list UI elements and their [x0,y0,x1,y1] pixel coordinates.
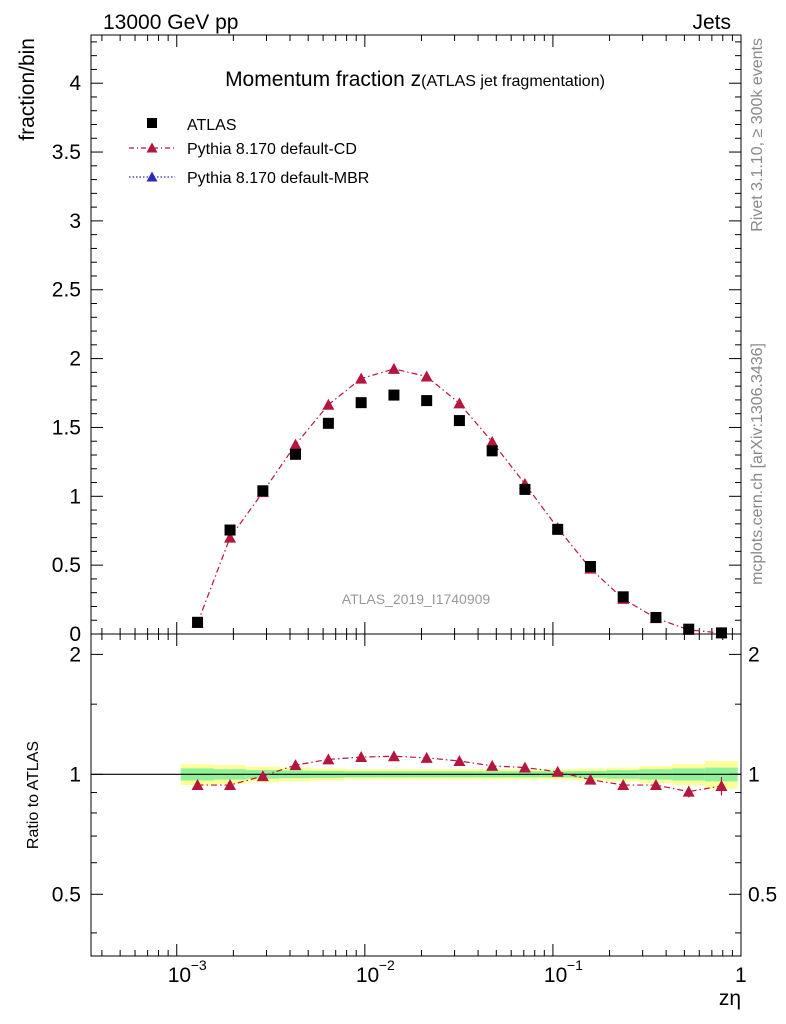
atlas-point [453,415,465,427]
ratio-cd-point [584,773,597,785]
ratio-cd-point [289,759,302,771]
atlas-point [192,616,204,628]
ratio-y-tick-label-right: 2 [748,643,760,666]
x-tick-label: 10 [544,964,567,987]
axes-frames [90,34,742,957]
y-axis-label-top: fraction/bin [16,38,39,141]
y-tick-label: 2.5 [52,279,81,302]
ratio-cd-point [617,779,630,791]
legend: ATLAS Pythia 8.170 default-CD Pythia 8.1… [129,117,369,187]
rivet-label: Rivet 3.1.10, ≥ 300k events [749,38,766,232]
y-tick-label: 3 [69,210,81,233]
atlas-point [355,397,367,409]
analysis-watermark: ATLAS_2019_I1740909 [342,591,491,607]
cd-point [224,531,237,543]
plot-title: Momentum fraction z(ATLAS jet fragmentat… [225,68,605,91]
atlas-point [290,448,302,460]
cd-point [322,398,335,410]
ratio-cd-point [256,770,269,782]
cd-point [387,362,400,374]
x-tick-label: 10 [356,964,379,987]
axis-ticks: 00.511.522.533.540.5 0.51 12 210 −3 10 −2 10 −1 1 [52,35,777,987]
ratio-cd-point [682,785,695,797]
atlas-point [683,623,695,635]
x-tick-exponent: −1 [567,957,583,973]
ratio-cd-point [518,761,531,773]
header-left: 13000 GeV pp [103,11,238,34]
ratio-cd-point [224,779,237,791]
x-tick-exponent: −3 [191,957,207,973]
y-tick-label: 0.5 [52,554,81,577]
atlas-point [584,561,596,573]
atlas-point [322,417,334,429]
x-axis-label: zη [719,987,741,1010]
atlas-point [552,523,564,535]
ratio-y-tick-label-left: 1 [69,763,81,786]
ratio-cd-point [420,751,433,763]
ratio-y-tick-label-right: 1 [748,763,760,786]
atlas-point [519,483,531,495]
y-axis-label-ratio: Ratio to ATLAS [25,741,42,849]
header-right: Jets [692,11,731,34]
legend-marker-mbr [146,171,158,182]
y-tick-label: 0 [69,623,81,646]
y-tick-label: 2 [69,348,81,371]
ratio-y-tick-label-left: 0.5 [52,883,81,906]
x-tick-label: 10 [168,964,191,987]
data-marks [191,362,728,798]
plot-title-main: Momentum fraction z [225,68,421,91]
ratio-cd-point [453,755,466,767]
atlas-point [257,485,269,497]
cd-point [355,372,368,384]
atlas-point [715,627,727,639]
ratio-cd-point [191,779,204,791]
cd-point [289,438,302,450]
ratio-cd-point [387,750,400,762]
atlas-point [617,591,629,603]
ratio-cd-point [551,765,564,777]
legend-marker-cd [146,142,158,153]
x-tick-label: 1 [735,964,747,987]
cd-point [453,397,466,409]
legend-label-mbr: Pythia 8.170 default-MBR [187,170,369,187]
x-tick-exponent: −2 [379,957,395,973]
cd-point [486,435,499,447]
atlas-point [421,395,433,407]
ratio-cd-point [486,759,499,771]
atlas-point [650,611,662,623]
ratio-cd-point [715,779,728,791]
mcplots-label: mcplots.cern.ch [arXiv:1306.3436] [749,343,766,585]
ratio-cd-point [322,753,335,765]
atlas-point [224,524,236,536]
y-tick-label: 3.5 [52,141,81,164]
atlas-point [486,445,498,457]
plot-title-sub: (ATLAS jet fragmentation) [421,73,605,90]
legend-label-atlas: ATLAS [187,117,237,134]
y-tick-label: 1 [69,485,81,508]
ratio-cd-point [649,779,662,791]
legend-label-cd: Pythia 8.170 default-CD [187,141,357,158]
legend-marker-atlas [147,118,157,128]
ratio-cd-point [355,751,368,763]
atlas-point [388,389,400,401]
ratio-y-tick-label-left: 2 [69,643,81,666]
y-tick-label: 1.5 [52,416,81,439]
ratio-y-tick-label-right: 0.5 [748,883,777,906]
ratio-plot-frame [90,633,742,957]
y-tick-label: 4 [69,72,81,95]
cd-point [420,370,433,382]
